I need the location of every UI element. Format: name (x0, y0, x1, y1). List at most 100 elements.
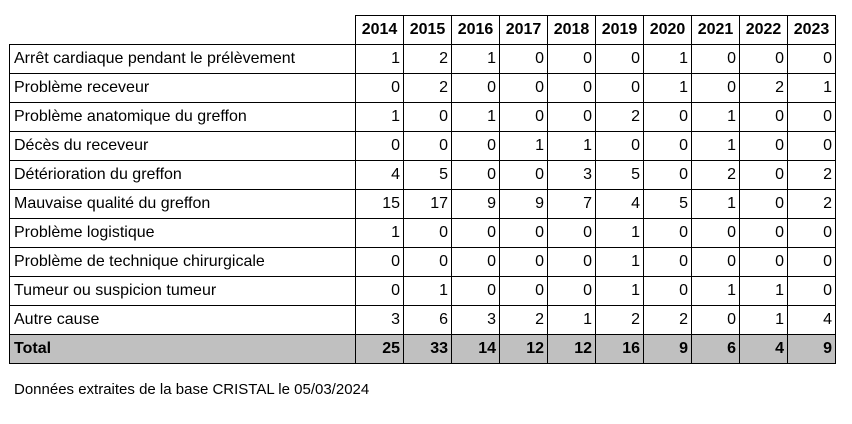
value-cell: 0 (739, 44, 788, 74)
value-cell: 2 (787, 189, 836, 219)
value-cell: 1 (355, 218, 404, 248)
row-label: Problème anatomique du greffon (9, 102, 356, 132)
value-cell: 0 (643, 247, 692, 277)
value-cell: 0 (451, 73, 500, 103)
value-cell: 1 (691, 189, 740, 219)
total-cell: 9 (787, 334, 836, 364)
value-cell: 0 (499, 247, 548, 277)
value-cell: 0 (691, 73, 740, 103)
value-cell: 0 (643, 218, 692, 248)
row-label: Problème receveur (9, 73, 356, 103)
value-cell: 0 (691, 218, 740, 248)
table-row: Problème anatomique du greffon 1 0 1 0 0 2 0 1 0 0 (9, 102, 836, 132)
data-table-container: 2014 2015 2016 2017 2018 2019 2020 2021 2022 2023… (9, 15, 836, 364)
value-cell: 2 (739, 73, 788, 103)
value-cell: 2 (787, 160, 836, 190)
value-cell: 1 (451, 102, 500, 132)
value-cell: 7 (547, 189, 596, 219)
value-cell: 9 (451, 189, 500, 219)
value-cell: 0 (739, 189, 788, 219)
row-label: Tumeur ou suspicion tumeur (9, 276, 356, 306)
row-label: Arrêt cardiaque pendant le prélèvement (9, 44, 356, 74)
value-cell: 0 (643, 160, 692, 190)
value-cell: 0 (355, 131, 404, 161)
table-row: Arrêt cardiaque pendant le prélèvement 1 2… (9, 44, 836, 74)
value-cell: 0 (739, 131, 788, 161)
value-cell: 0 (739, 160, 788, 190)
value-cell: 3 (355, 305, 404, 335)
value-cell: 0 (451, 218, 500, 248)
value-cell: 1 (691, 131, 740, 161)
table-corner-cell (9, 15, 356, 45)
value-cell: 2 (595, 305, 644, 335)
year-header: 2016 (451, 15, 500, 45)
total-cell: 16 (595, 334, 644, 364)
value-cell: 1 (739, 276, 788, 306)
value-cell: 5 (643, 189, 692, 219)
source-footnote: Données extraites de la base CRISTAL le … (14, 381, 370, 398)
value-cell: 1 (451, 44, 500, 74)
row-label: Problème de technique chirurgicale (9, 247, 356, 277)
total-cell: 25 (355, 334, 404, 364)
value-cell: 0 (451, 247, 500, 277)
total-label: Total (9, 334, 356, 364)
total-cell: 14 (451, 334, 500, 364)
total-cell: 12 (499, 334, 548, 364)
value-cell: 2 (499, 305, 548, 335)
value-cell: 6 (403, 305, 452, 335)
value-cell: 5 (403, 160, 452, 190)
table-row: Détérioration du greffon 4 5 0 0 3 5 0 2 0 2 (9, 160, 836, 190)
row-label: Autre cause (9, 305, 356, 335)
value-cell: 1 (355, 44, 404, 74)
value-cell: 0 (451, 160, 500, 190)
total-cell: 9 (643, 334, 692, 364)
value-cell: 0 (691, 44, 740, 74)
year-header: 2021 (691, 15, 740, 45)
value-cell: 1 (643, 44, 692, 74)
row-label: Mauvaise qualité du greffon (9, 189, 356, 219)
row-label: Décès du receveur (9, 131, 356, 161)
value-cell: 1 (787, 73, 836, 103)
value-cell: 0 (643, 131, 692, 161)
value-cell: 0 (499, 276, 548, 306)
value-cell: 4 (595, 189, 644, 219)
value-cell: 0 (403, 102, 452, 132)
value-cell: 0 (595, 44, 644, 74)
year-header: 2018 (547, 15, 596, 45)
year-header: 2014 (355, 15, 404, 45)
value-cell: 0 (547, 102, 596, 132)
value-cell: 1 (595, 218, 644, 248)
year-header: 2017 (499, 15, 548, 45)
value-cell: 3 (547, 160, 596, 190)
value-cell: 0 (787, 131, 836, 161)
value-cell: 0 (355, 73, 404, 103)
value-cell: 0 (451, 276, 500, 306)
value-cell: 0 (787, 218, 836, 248)
total-cell: 12 (547, 334, 596, 364)
value-cell: 4 (355, 160, 404, 190)
table-row: Tumeur ou suspicion tumeur 0 1 0 0 0 1 0 1 1 0 (9, 276, 836, 306)
value-cell: 0 (739, 218, 788, 248)
value-cell: 2 (595, 102, 644, 132)
year-header: 2015 (403, 15, 452, 45)
total-cell: 6 (691, 334, 740, 364)
value-cell: 1 (547, 305, 596, 335)
value-cell: 1 (643, 73, 692, 103)
value-cell: 1 (595, 276, 644, 306)
value-cell: 0 (643, 276, 692, 306)
value-cell: 1 (355, 102, 404, 132)
table-row: Problème de technique chirurgicale 0 0 0 0 0 1… (9, 247, 836, 277)
value-cell: 0 (499, 218, 548, 248)
table-row: Problème receveur 0 2 0 0 0 0 1 0 2 1 (9, 73, 836, 103)
total-cell: 4 (739, 334, 788, 364)
value-cell: 5 (595, 160, 644, 190)
year-header: 2022 (739, 15, 788, 45)
value-cell: 0 (403, 131, 452, 161)
value-cell: 1 (403, 276, 452, 306)
value-cell: 0 (451, 131, 500, 161)
value-cell: 0 (403, 218, 452, 248)
value-cell: 0 (499, 102, 548, 132)
value-cell: 0 (739, 102, 788, 132)
value-cell: 0 (643, 102, 692, 132)
value-cell: 0 (499, 73, 548, 103)
